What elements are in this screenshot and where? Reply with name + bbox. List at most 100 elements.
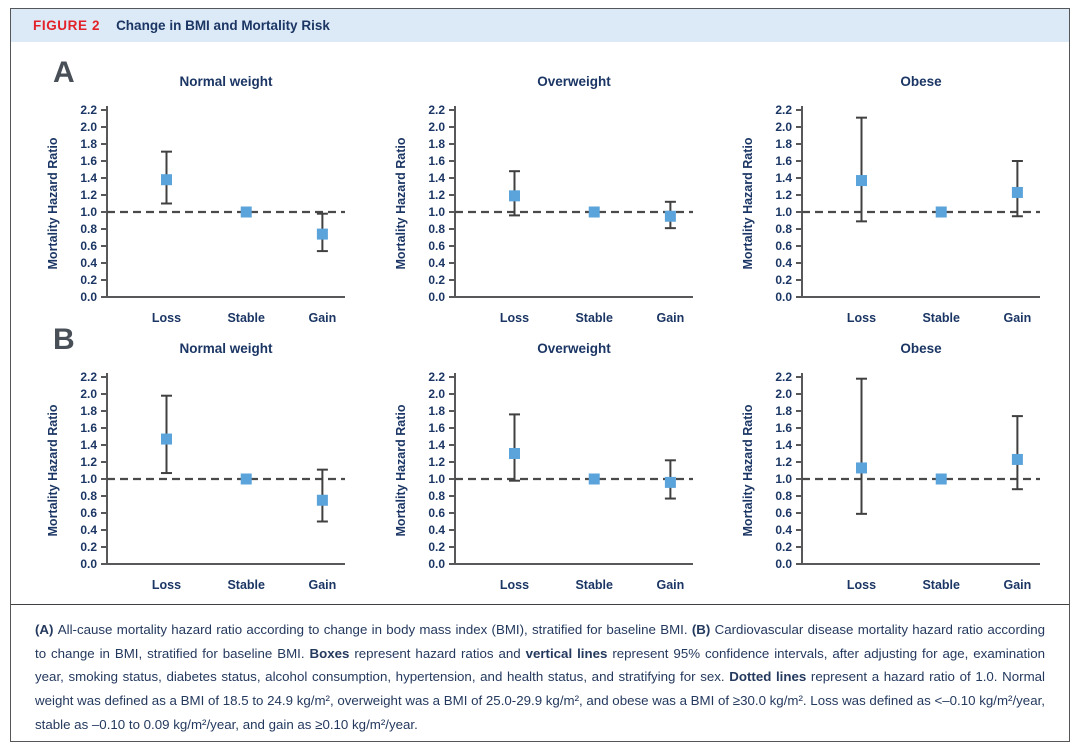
y-tick-label: 1.2 (80, 455, 97, 469)
hazard-ratio-marker (240, 473, 252, 485)
y-tick-label: 1.4 (80, 438, 97, 452)
x-category-label: Loss (499, 311, 528, 325)
y-tick-label: 2.0 (775, 387, 792, 401)
y-axis-label: Mortality Hazard Ratio (394, 137, 408, 269)
y-tick-label: 2.0 (428, 120, 445, 134)
y-tick-label: 1.4 (80, 171, 97, 185)
x-category-label: Gain (308, 578, 336, 592)
y-tick-label: 0.6 (80, 239, 97, 253)
y-tick-label: 0.4 (428, 523, 445, 537)
y-axis-label: Mortality Hazard Ratio (741, 137, 755, 269)
figure-panel: FIGURE 2 Change in BMI and Mortality Ris… (10, 8, 1070, 742)
y-tick-label: 2.2 (428, 103, 445, 117)
y-tick-label: 0.8 (428, 489, 445, 503)
y-tick-label: 0.2 (775, 540, 792, 554)
x-category-label: Stable (227, 311, 265, 325)
y-tick-label: 2.0 (80, 387, 97, 401)
x-category-label: Gain (656, 578, 684, 592)
x-category-label: Stable (575, 311, 613, 325)
chart-b-obese: Obese Mortality Hazard Ratio 0.0 0.2 0.4 0.6 0… (740, 337, 1045, 599)
y-tick-label: 0.4 (428, 256, 445, 270)
hazard-ratio-marker (664, 210, 676, 222)
y-tick-label: 0.8 (775, 489, 792, 503)
x-category-label: Gain (308, 311, 336, 325)
caption-text-segment: Cardiovascular disease mortality hazard … (35, 622, 1046, 661)
y-tick-label: 2.2 (80, 370, 97, 384)
chart-a-overweight: Overweight Mortality Hazard Ratio 0.0 0.2 0.… (393, 70, 698, 332)
panel-row-b: Normal weight Mortality Hazard Ratio 0.0 0.… (11, 337, 1069, 599)
x-category-label: Loss (152, 578, 181, 592)
hazard-ratio-plot: Normal weight Mortality Hazard Ratio 0.0 0.… (46, 341, 345, 592)
y-tick-label: 2.2 (775, 370, 792, 384)
chart-b-overweight: Overweight Mortality Hazard Ratio 0.0 0.2 0.… (393, 337, 698, 599)
caption-bold-segment: vertical lines (525, 645, 608, 661)
y-tick-label: 0.6 (428, 506, 445, 520)
x-category-label: Loss (847, 578, 876, 592)
y-tick-label: 1.8 (428, 404, 445, 418)
hazard-ratio-marker (508, 190, 520, 202)
y-axis-label: Mortality Hazard Ratio (46, 137, 60, 269)
panel-row-a: Normal weight Mortality Hazard Ratio 0.0 0.… (11, 70, 1069, 332)
x-category-label: Gain (1003, 578, 1031, 592)
figure-header: FIGURE 2 Change in BMI and Mortality Ris… (11, 9, 1069, 42)
hazard-ratio-plot: Overweight Mortality Hazard Ratio 0.0 0.2 0.… (394, 341, 693, 592)
hazard-ratio-marker (161, 433, 172, 445)
caption-bold-segment: (B) (691, 622, 715, 637)
x-category-label: Stable (575, 578, 613, 592)
hazard-ratio-plot: Normal weight Mortality Hazard Ratio 0.0 0.… (46, 74, 345, 325)
x-category-label: Stable (922, 311, 960, 325)
x-category-label: Stable (922, 578, 960, 592)
y-tick-label: 1.6 (775, 421, 792, 435)
caption-text-segment: All-cause mortality hazard ratio accordi… (57, 622, 692, 637)
hazard-ratio-marker (316, 228, 328, 240)
y-tick-label: 1.6 (428, 421, 445, 435)
y-tick-label: 0.8 (80, 222, 97, 236)
chart-title: Normal weight (179, 74, 273, 89)
hazard-ratio-plot: Obese Mortality Hazard Ratio 0.0 0.2 0.4 0.6 0… (741, 74, 1040, 325)
caption-text-segment: represent hazard ratios and (349, 645, 526, 661)
y-tick-label: 1.0 (428, 472, 445, 486)
y-tick-label: 1.8 (80, 137, 97, 151)
y-tick-label: 1.2 (428, 188, 445, 202)
y-tick-label: 0.2 (428, 540, 445, 554)
chart-title: Obese (900, 341, 942, 356)
hazard-ratio-marker (316, 494, 328, 506)
y-tick-label: 0.0 (80, 290, 97, 304)
y-tick-label: 2.0 (428, 387, 445, 401)
figure-title: Change in BMI and Mortality Risk (116, 18, 330, 33)
plots-area: A B Normal weight Mortality Hazard Ratio 0… (11, 42, 1069, 604)
hazard-ratio-marker (508, 448, 520, 459)
hazard-ratio-marker (1011, 453, 1023, 465)
figure-number-label: FIGURE 2 (33, 18, 101, 33)
hazard-ratio-plot: Obese Mortality Hazard Ratio 0.0 0.2 0.4 0.6 0… (741, 341, 1040, 592)
y-tick-label: 1.0 (80, 205, 97, 219)
hazard-ratio-plot: Overweight Mortality Hazard Ratio 0.0 0.2 0.… (394, 74, 693, 325)
hazard-ratio-marker (588, 206, 600, 218)
y-tick-label: 0.8 (80, 489, 97, 503)
hazard-ratio-marker (664, 476, 676, 488)
y-tick-label: 1.6 (775, 154, 792, 168)
y-tick-label: 0.0 (80, 557, 97, 571)
y-tick-label: 0.0 (428, 290, 445, 304)
hazard-ratio-marker (1011, 186, 1023, 198)
y-tick-label: 2.2 (428, 370, 445, 384)
x-category-label: Gain (656, 311, 684, 325)
hazard-ratio-marker (856, 175, 867, 187)
hazard-ratio-marker (935, 473, 947, 485)
y-axis-label: Mortality Hazard Ratio (741, 404, 755, 536)
hazard-ratio-marker (588, 473, 600, 485)
x-category-label: Loss (152, 311, 181, 325)
y-tick-label: 0.0 (775, 557, 792, 571)
y-tick-label: 0.6 (428, 239, 445, 253)
y-tick-label: 0.6 (775, 239, 792, 253)
y-tick-label: 1.8 (775, 137, 792, 151)
y-tick-label: 1.2 (775, 455, 792, 469)
y-tick-label: 0.2 (428, 273, 445, 287)
y-tick-label: 0.4 (775, 523, 792, 537)
y-tick-label: 0.2 (775, 273, 792, 287)
hazard-ratio-marker (240, 206, 252, 218)
chart-title: Overweight (537, 74, 611, 89)
chart-title: Normal weight (179, 341, 273, 356)
y-tick-label: 1.6 (428, 154, 445, 168)
y-tick-label: 1.8 (428, 137, 445, 151)
